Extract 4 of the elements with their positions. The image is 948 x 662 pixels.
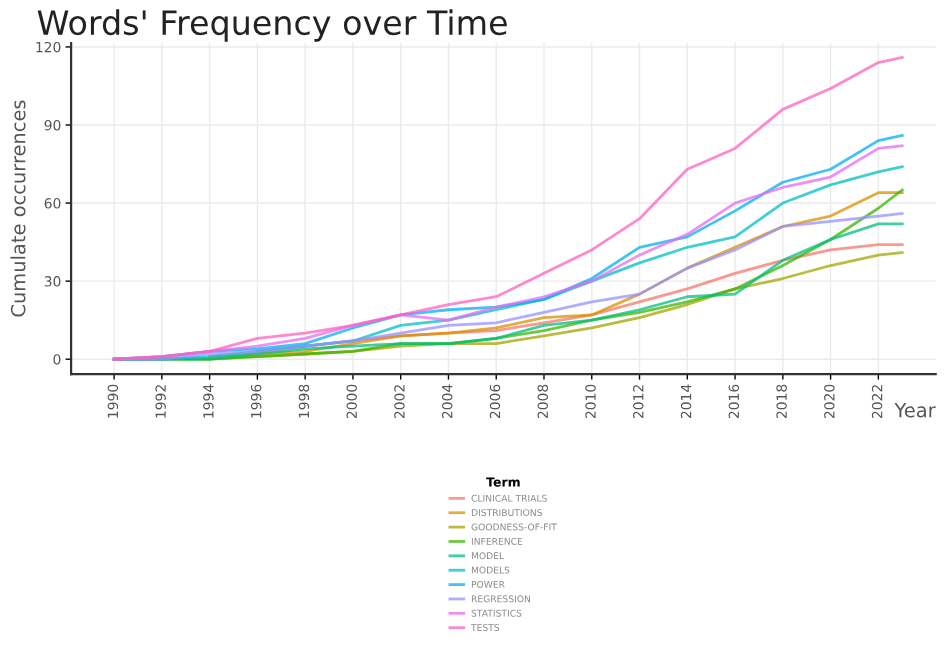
line-series xyxy=(112,55,904,361)
x-axis-title: Year xyxy=(894,403,936,418)
chart-title: Words' Frequency over Time xyxy=(37,9,507,42)
y-axis-title: Cumulate occurrences xyxy=(10,100,26,317)
